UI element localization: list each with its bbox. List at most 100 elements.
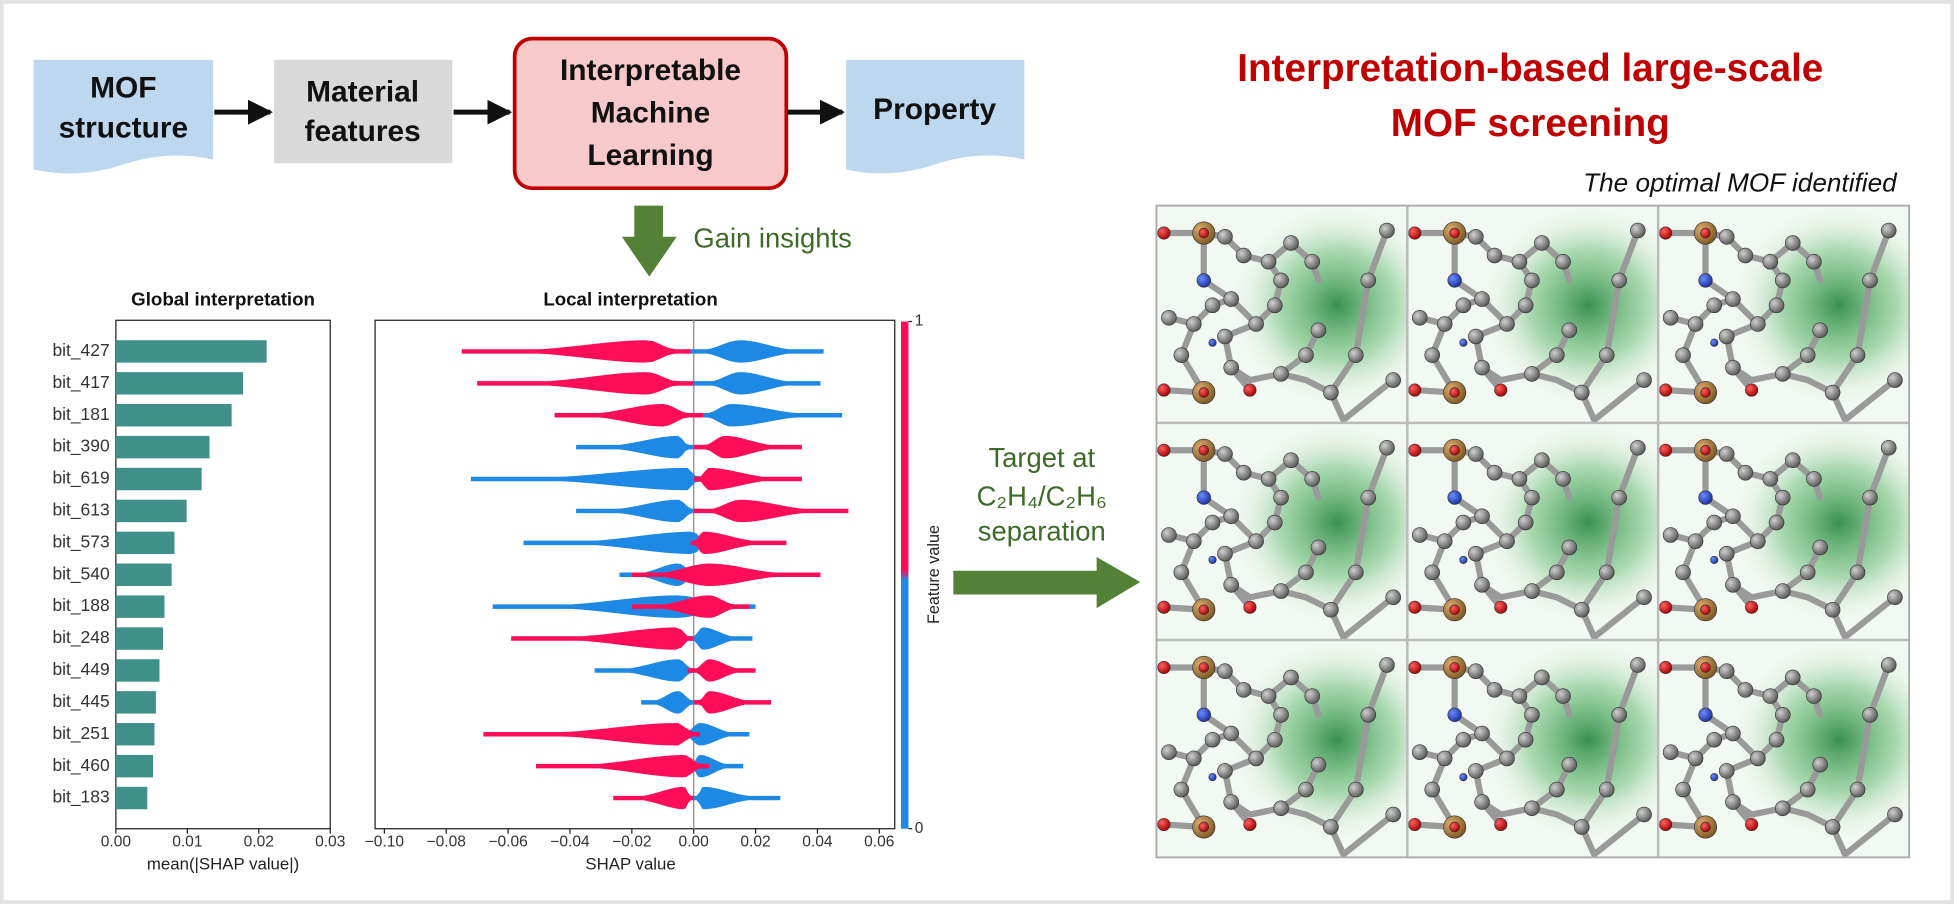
swarm-low: [687, 754, 744, 778]
colorbar-label: Feature value: [925, 525, 943, 624]
bar: [115, 786, 148, 810]
bar: [115, 627, 164, 650]
colorbar: [900, 321, 909, 829]
target-label: separation: [978, 516, 1106, 547]
swarm-high: [511, 627, 694, 650]
y-tick-label: bit_540: [52, 563, 110, 584]
flow-label: Interpretable: [560, 54, 741, 87]
y-tick-label: bit_449: [52, 659, 109, 680]
mof-structure-image: [1156, 205, 1910, 858]
swarm-low: [678, 723, 750, 746]
iml-box: [512, 36, 789, 191]
swarm-high: [690, 531, 787, 555]
colorbar-tick-label: 1: [915, 313, 924, 330]
flow-label: Machine: [591, 97, 711, 130]
mof-structure-box: [33, 59, 214, 174]
x-tick-label: 0.06: [864, 834, 894, 851]
swarm-high: [631, 563, 821, 586]
bar: [115, 531, 175, 555]
bar: [115, 372, 244, 395]
x-tick-label: −0.04: [550, 834, 590, 851]
y-tick-label: bit_619: [52, 468, 109, 489]
swarm-axes: [374, 319, 896, 830]
x-tick-label: −0.08: [427, 834, 466, 851]
swarm-low: [576, 435, 694, 459]
x-axis-label: mean(|SHAP value|): [147, 854, 299, 873]
bar: [115, 595, 165, 618]
y-tick-label: bit_248: [52, 627, 109, 648]
property-box: [846, 59, 1025, 174]
bar: [115, 754, 154, 778]
swarm-low: [684, 340, 824, 363]
y-tick-label: bit_613: [52, 500, 109, 521]
x-tick-label: 0.02: [244, 834, 274, 851]
swarm-low: [594, 659, 700, 682]
y-tick-label: bit_183: [52, 787, 109, 808]
swarm-high: [687, 659, 756, 682]
y-tick-label: bit_181: [52, 404, 109, 425]
x-tick-label: 0.00: [101, 834, 132, 851]
caption: The optimal MOF identified: [1583, 167, 1898, 197]
x-tick-label: 0.02: [740, 834, 770, 851]
swarm-high: [477, 372, 694, 395]
material-features-box: [274, 59, 453, 164]
target-arrow: [953, 557, 1141, 609]
insight-arrow: [621, 205, 677, 277]
screening-title: Interpretation-based large-scale: [1237, 47, 1823, 90]
x-tick-label: 0.00: [679, 834, 710, 851]
bar: [115, 499, 187, 523]
swarm-high: [483, 723, 700, 746]
swarm-low: [641, 691, 700, 714]
bar: [115, 563, 172, 586]
x-tick-label: 0.04: [802, 834, 833, 851]
swarm-low: [687, 627, 753, 650]
swarm-high: [613, 786, 694, 810]
swarm-high: [693, 435, 802, 459]
swarm-high: [631, 595, 750, 618]
x-tick-label: −0.02: [612, 834, 651, 851]
y-tick-label: bit_445: [52, 691, 109, 712]
target-label: C₂H₄/C₂H₆: [977, 481, 1107, 512]
x-tick-label: −0.06: [488, 834, 527, 851]
swarm-low: [693, 786, 781, 810]
flow-label: MOF: [90, 72, 156, 105]
y-tick-label: bit_427: [52, 340, 109, 361]
swarm-low: [576, 499, 700, 523]
screening-title: MOF screening: [1391, 102, 1670, 145]
x-tick-label: −0.10: [365, 834, 405, 851]
target-label: Target at: [988, 442, 1095, 473]
swarm-high: [535, 754, 710, 778]
y-tick-label: bit_417: [52, 372, 109, 393]
swarm-high: [693, 499, 849, 523]
y-tick-label: bit_251: [52, 723, 109, 744]
bar: [115, 467, 202, 491]
flow-label: Material: [306, 75, 419, 108]
bar: [115, 404, 232, 427]
swarm-high: [554, 404, 703, 427]
swarm-high: [461, 340, 691, 363]
flow-label: Learning: [587, 139, 713, 172]
bar: [115, 659, 160, 682]
flow-label: structure: [59, 112, 189, 145]
x-tick-label: 0.01: [172, 834, 202, 851]
bar: [115, 435, 210, 459]
swarm-low: [693, 372, 821, 395]
x-tick-label: 0.03: [315, 834, 345, 851]
swarm-low: [523, 531, 710, 555]
swarm-high: [693, 467, 802, 491]
y-tick-label: bit_188: [52, 595, 109, 616]
bar: [115, 723, 155, 746]
bar: [115, 340, 267, 363]
flow-label: Property: [873, 93, 996, 126]
x-axis-label: SHAP value: [585, 854, 675, 873]
swarm-low: [693, 404, 843, 427]
y-tick-label: bit_460: [52, 755, 110, 776]
swarm-high: [693, 691, 772, 714]
chart-title: Global interpretation: [131, 288, 315, 309]
y-tick-label: bit_390: [52, 436, 110, 457]
bar: [115, 691, 156, 714]
colorbar-tick-label: 0: [915, 820, 924, 837]
flow-label: features: [304, 115, 420, 148]
swarm-low: [470, 467, 703, 491]
